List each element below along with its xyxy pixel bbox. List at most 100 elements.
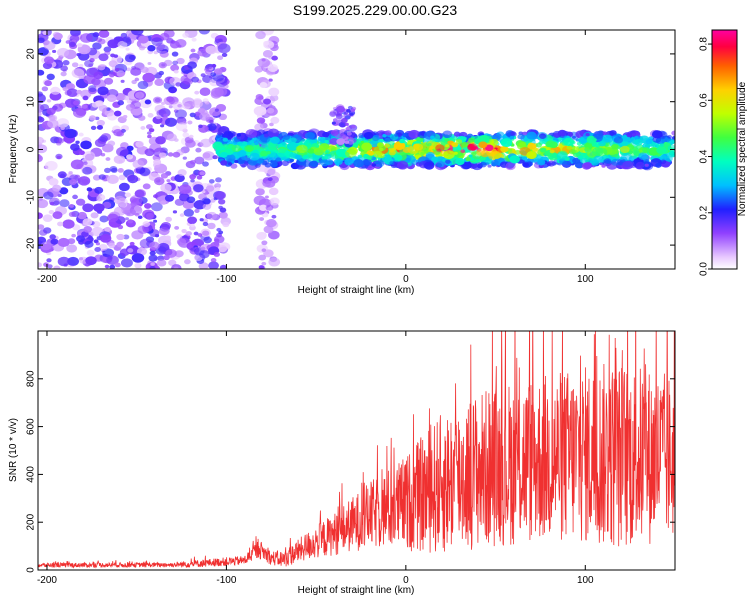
noise-cell (187, 120, 193, 125)
noise-cell (38, 262, 43, 268)
noise-cell (131, 79, 137, 85)
noise-cell (257, 57, 270, 68)
noise-cell (253, 105, 267, 116)
noise-cell (216, 227, 222, 232)
noise-cell (205, 185, 215, 192)
signal-cell (509, 155, 520, 164)
signal-cell (231, 144, 242, 153)
noise-cell (92, 42, 102, 50)
signal-cell (440, 140, 448, 146)
noise-cell (108, 242, 116, 249)
signal-cell (276, 148, 288, 158)
noise-cell (153, 50, 158, 55)
signal-cell (278, 133, 283, 138)
noise-cell (269, 94, 279, 102)
signal-cell (603, 158, 612, 164)
signal-cell (226, 154, 236, 162)
x-tick-label: -100 (216, 274, 236, 285)
signal-cell (302, 154, 309, 159)
signal-cell (572, 157, 581, 164)
noise-cell (38, 198, 49, 209)
noise-cell (150, 262, 155, 266)
noise-cell (43, 41, 56, 51)
noise-cell (202, 161, 209, 167)
noise-cell (259, 217, 265, 221)
noise-cell (53, 265, 61, 269)
noise-cell (255, 188, 265, 196)
signal-cell (289, 158, 295, 163)
y-tick-label: 400 (26, 466, 37, 483)
noise-cell (90, 212, 99, 219)
bump-cell (350, 108, 356, 112)
noise-cell (185, 139, 196, 148)
noise-cell (96, 125, 104, 130)
signal-cell (444, 134, 449, 138)
signal-cell (435, 162, 443, 168)
noise-cell (109, 264, 116, 269)
signal-cell (325, 149, 330, 153)
bump-cell (340, 123, 346, 128)
noise-cell (268, 230, 280, 240)
noise-cell (57, 237, 70, 248)
noise-cell (158, 152, 167, 159)
signal-cell (357, 154, 363, 159)
noise-cell (135, 140, 144, 148)
noise-cell (254, 66, 264, 73)
signal-cell (333, 158, 343, 166)
noise-cell (67, 256, 80, 266)
colorbar-tick-label: 0.2 (699, 205, 710, 219)
signal-cell (281, 141, 287, 146)
noise-cell (94, 246, 101, 253)
signal-cell (371, 134, 380, 142)
signal-cell (241, 164, 246, 168)
noise-cell (160, 221, 171, 230)
noise-cell (217, 55, 224, 61)
noise-cell (81, 104, 88, 109)
x-tick-label: -100 (216, 575, 236, 586)
noise-cell (218, 211, 228, 219)
noise-cell (44, 80, 52, 87)
noise-cell (263, 225, 274, 234)
signal-cell (264, 162, 272, 168)
noise-cell (167, 152, 174, 157)
noise-cell (68, 41, 76, 48)
noise-cell (163, 113, 168, 118)
x-tick-label: 100 (577, 575, 594, 586)
noise-cell (148, 254, 158, 262)
noise-cell (214, 86, 228, 97)
noise-cell (104, 167, 111, 174)
noise-cell (113, 155, 126, 164)
signal-cell (289, 137, 297, 143)
signal-cell (491, 134, 497, 140)
noise-cell (89, 115, 97, 121)
signal-cell (267, 128, 280, 138)
signal-cell (256, 158, 264, 164)
noise-cell (80, 33, 93, 43)
noise-cell (157, 242, 170, 252)
noise-cell (38, 111, 42, 117)
signal-cell (275, 157, 282, 162)
noise-cell (147, 45, 156, 52)
noise-cell (261, 261, 267, 266)
noise-cell (130, 67, 142, 76)
signal-cell (363, 131, 374, 140)
signal-cell (583, 162, 593, 169)
noise-cell (62, 60, 70, 66)
noise-cell (266, 107, 275, 114)
signal-cell (309, 160, 319, 167)
bump-cell (344, 140, 350, 145)
noise-cell (153, 219, 158, 223)
noise-cell (199, 112, 210, 121)
noise-cell (98, 53, 109, 62)
signal-cell (491, 159, 499, 166)
noise-cell (110, 53, 116, 58)
noise-cell (142, 221, 151, 227)
signal-cell (320, 159, 330, 167)
signal-cell (405, 155, 416, 164)
signal-cell (631, 133, 636, 137)
noise-cell (131, 30, 144, 36)
noise-cell (46, 73, 55, 81)
noise-cell (90, 125, 97, 130)
